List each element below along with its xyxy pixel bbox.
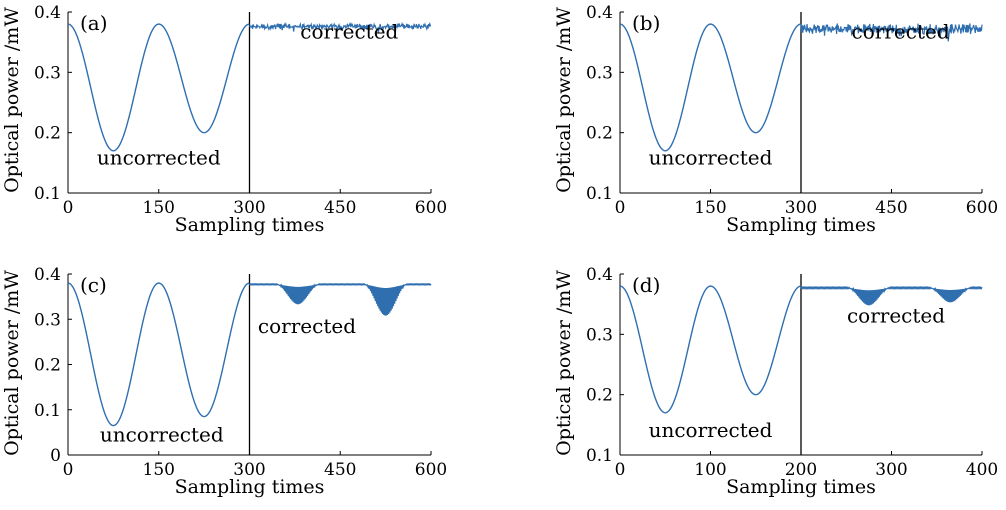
panel-label: (a) [80,11,108,35]
panel-label: (b) [632,11,660,35]
y-tick-label: 0.3 [586,325,613,345]
corrected-annotation: corrected [852,20,950,44]
corrected-annotation: corrected [258,314,356,338]
x-tick-label: 300 [875,460,907,480]
uncorrected-annotation: uncorrected [649,146,773,170]
y-tick-label: 0.1 [586,184,613,204]
x-tick-label: 450 [875,198,907,218]
x-tick-label: 150 [694,198,726,218]
y-tick-label: 0.2 [586,124,613,144]
x-tick-label: 0 [615,198,626,218]
y-tick-label: 0.2 [34,356,61,376]
uncorrected-series-line [620,286,801,413]
corrected-annotation: corrected [300,20,398,44]
y-tick-label: 0 [50,446,61,466]
x-tick-label: 0 [63,198,74,218]
x-tick-label: 400 [966,460,998,480]
x-axis-title: Sampling times [726,476,876,498]
y-tick-label: 0.4 [34,265,61,285]
uncorrected-series-line [68,24,250,151]
x-tick-label: 100 [694,460,726,480]
x-axis-title: Sampling times [175,476,325,498]
x-tick-label: 450 [324,460,356,480]
y-tick-label: 0.1 [586,446,613,466]
y-tick-label: 0.1 [34,401,61,421]
x-tick-label: 150 [143,198,175,218]
uncorrected-series-line [620,24,801,151]
uncorrected-annotation: uncorrected [100,422,224,446]
y-tick-label: 0.3 [34,310,61,330]
y-tick-label: 0.4 [586,3,613,23]
y-axis-title: Optical power /mW [1,7,23,193]
panel-label: (c) [80,273,107,297]
x-tick-label: 600 [966,198,998,218]
x-tick-label: 600 [415,198,447,218]
y-tick-label: 0.4 [34,3,61,23]
x-tick-label: 450 [324,198,356,218]
x-tick-label: 150 [143,460,175,480]
y-axis-title: Optical power /mW [1,270,23,456]
corrected-annotation: corrected [847,303,945,327]
y-tick-label: 0.2 [586,386,613,406]
x-tick-label: 0 [615,460,626,480]
y-tick-label: 0.2 [34,124,61,144]
x-tick-label: 0 [63,460,74,480]
uncorrected-annotation: uncorrected [97,146,221,170]
y-axis-title: Optical power /mW [553,270,575,456]
x-axis-title: Sampling times [726,214,876,236]
x-tick-label: 600 [415,460,447,480]
y-axis-title: Optical power /mW [553,7,575,193]
corrected-series-line [250,284,432,316]
uncorrected-series-line [68,283,250,426]
x-axis-title: Sampling times [175,214,325,236]
y-tick-label: 0.3 [34,63,61,83]
y-tick-label: 0.1 [34,184,61,204]
y-tick-label: 0.3 [586,63,613,83]
y-tick-label: 0.4 [586,265,613,285]
uncorrected-annotation: uncorrected [649,418,773,442]
panel-label: (d) [632,273,660,297]
